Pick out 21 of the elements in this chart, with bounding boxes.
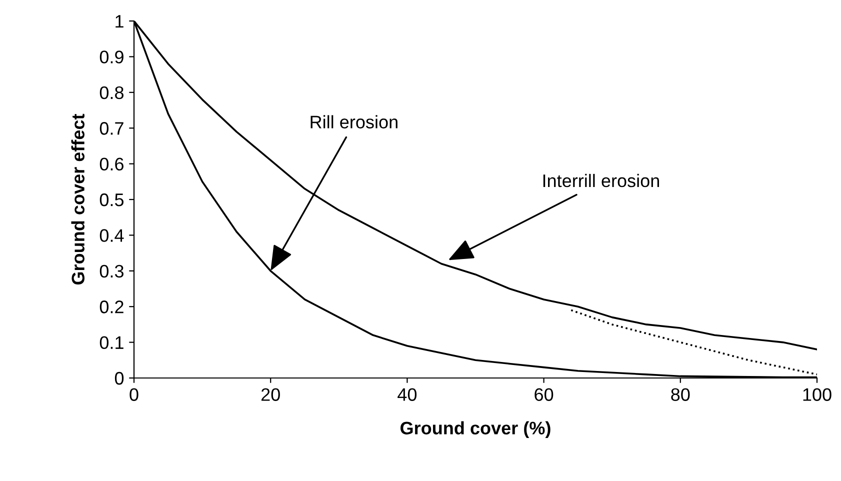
y-tick-label: 0.8: [100, 86, 124, 100]
y-tick-label: 0.4: [100, 229, 124, 242]
x-tick-label: 0: [130, 388, 138, 401]
y-tick-label: 0: [114, 372, 124, 385]
annotation: Interrill erosion: [543, 174, 659, 188]
x-tick-label: 100: [803, 388, 832, 401]
y-tick-label: 0.2: [100, 300, 124, 314]
y-tick-label: 0.3: [100, 264, 124, 278]
y-tick-label: 0.9: [100, 50, 124, 64]
annotation: Rill erosion: [310, 115, 398, 128]
y-tick-label: 0.1: [100, 336, 124, 350]
y-tick-label: 0.5: [100, 193, 124, 206]
y-tick-label: 1: [116, 15, 124, 28]
x-tick-label: 40: [398, 388, 417, 401]
y-tick-label: 0.7: [100, 122, 124, 135]
x-tick-label: 80: [671, 388, 690, 401]
x-tick-label: 20: [261, 388, 280, 401]
y-axis-title: Ground cover effect: [71, 114, 84, 285]
x-tick-label: 60: [534, 388, 554, 401]
y-tick-label: 0.6: [100, 158, 124, 171]
x-axis-title: Ground cover (%): [400, 421, 550, 438]
